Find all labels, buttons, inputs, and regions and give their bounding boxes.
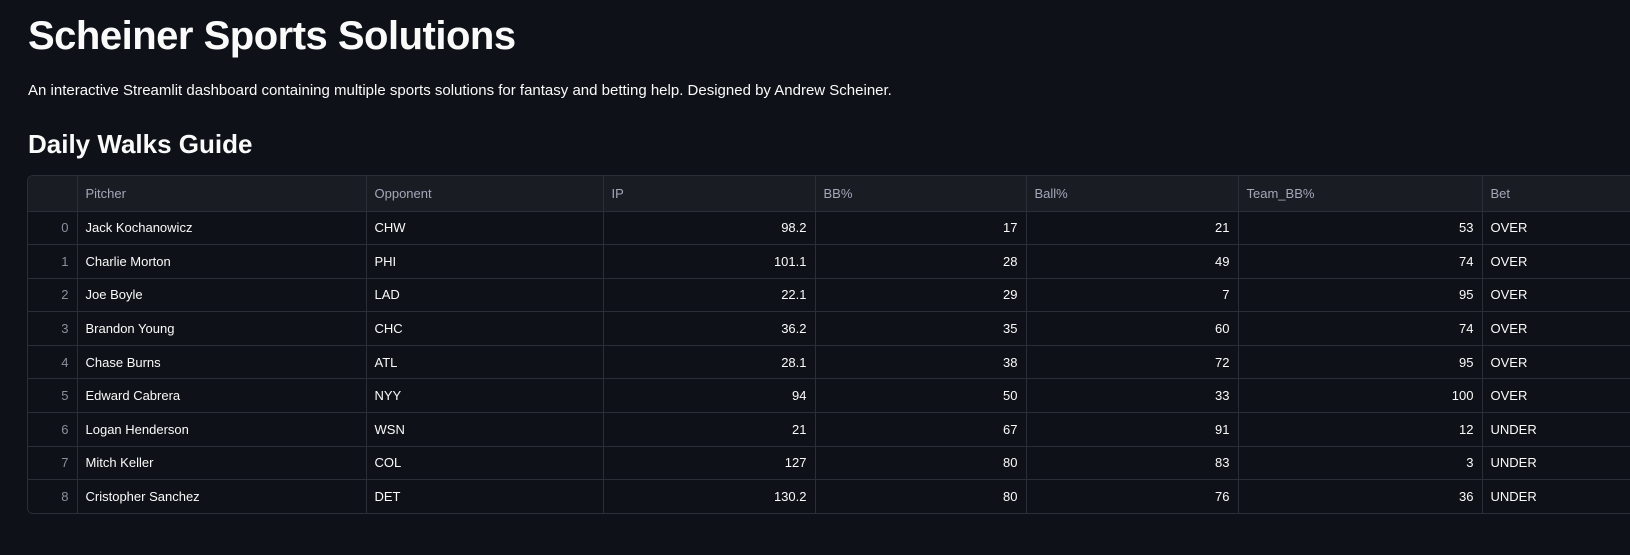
table-cell[interactable]: Joe Boyle <box>77 278 367 313</box>
table-cell[interactable]: 28.1 <box>603 345 816 380</box>
page-title: Scheiner Sports Solutions <box>28 14 516 58</box>
table-cell[interactable]: 36.2 <box>603 311 816 346</box>
table-cell[interactable]: 98.2 <box>603 211 816 246</box>
table-cell[interactable]: WSN <box>366 412 604 447</box>
walks-table: Pitcher Opponent IP BB% Ball% Team_BB% Bet 0 Ja… <box>28 176 1630 513</box>
table-cell[interactable]: 17 <box>815 211 1027 246</box>
table-cell[interactable]: 7 <box>1026 278 1239 313</box>
table-cell[interactable]: UNDER <box>1482 479 1630 513</box>
table-cell[interactable]: OVER <box>1482 244 1630 279</box>
row-index: 7 <box>28 446 78 481</box>
table-cell[interactable]: 95 <box>1238 345 1483 380</box>
table-cell[interactable]: Charlie Morton <box>77 244 367 279</box>
opponent-header[interactable]: Opponent <box>366 176 604 212</box>
row-index: 5 <box>28 378 78 414</box>
table-cell[interactable]: 29 <box>815 278 1027 313</box>
table-cell[interactable]: 67 <box>815 412 1027 447</box>
table-cell[interactable]: CHW <box>366 211 604 246</box>
bet-header[interactable]: Bet <box>1482 176 1630 212</box>
section-title: Daily Walks Guide <box>28 129 253 159</box>
pitcher-header[interactable]: Pitcher <box>77 176 367 212</box>
table-cell[interactable]: 3 <box>1238 446 1483 481</box>
table-cell[interactable]: 53 <box>1238 211 1483 246</box>
table-cell[interactable]: Mitch Keller <box>77 446 367 481</box>
table-cell[interactable]: OVER <box>1482 345 1630 380</box>
table-row[interactable]: 3 Brandon Young CHC 36.2 35 60 74 OVER <box>28 311 1630 346</box>
table-cell[interactable]: Edward Cabrera <box>77 378 367 414</box>
table-header-row: Pitcher Opponent IP BB% Ball% Team_BB% Bet <box>28 176 1630 212</box>
table-row[interactable]: 6 Logan Henderson WSN 21 67 91 12 UNDER <box>28 412 1630 447</box>
table-cell[interactable]: 28 <box>815 244 1027 279</box>
table-cell[interactable]: 101.1 <box>603 244 816 279</box>
ip-header[interactable]: IP <box>603 176 816 212</box>
table-cell[interactable]: 91 <box>1026 412 1239 447</box>
table-cell[interactable]: OVER <box>1482 211 1630 246</box>
row-index: 4 <box>28 345 78 380</box>
row-index: 6 <box>28 412 78 447</box>
table-row[interactable]: 5 Edward Cabrera NYY 94 50 33 100 OVER <box>28 378 1630 414</box>
table-cell[interactable]: 60 <box>1026 311 1239 346</box>
table-cell[interactable]: UNDER <box>1482 446 1630 481</box>
table-cell[interactable]: 80 <box>815 446 1027 481</box>
table-cell[interactable]: 74 <box>1238 244 1483 279</box>
table-body: 0 Jack Kochanowicz CHW 98.2 17 21 53 OVER 1 Charl… <box>28 211 1630 513</box>
table-cell[interactable]: Jack Kochanowicz <box>77 211 367 246</box>
table-cell[interactable]: 12 <box>1238 412 1483 447</box>
table-row[interactable]: 2 Joe Boyle LAD 22.1 29 7 95 OVER <box>28 278 1630 313</box>
table-cell[interactable]: 21 <box>1026 211 1239 246</box>
table-cell[interactable]: 50 <box>815 378 1027 414</box>
row-index: 1 <box>28 244 78 279</box>
table-cell[interactable]: NYY <box>366 378 604 414</box>
index-header[interactable] <box>28 176 78 212</box>
table-cell[interactable]: 21 <box>603 412 816 447</box>
table-cell[interactable]: 74 <box>1238 311 1483 346</box>
row-index: 0 <box>28 211 78 246</box>
table-cell[interactable]: 83 <box>1026 446 1239 481</box>
table-cell[interactable]: DET <box>366 479 604 513</box>
row-index: 3 <box>28 311 78 346</box>
table-row[interactable]: 8 Cristopher Sanchez DET 130.2 80 76 36 UNDER <box>28 479 1630 513</box>
ball-pct-header[interactable]: Ball% <box>1026 176 1239 212</box>
table-cell[interactable]: Cristopher Sanchez <box>77 479 367 513</box>
table-cell[interactable]: UNDER <box>1482 412 1630 447</box>
table-cell[interactable]: 80 <box>815 479 1027 513</box>
table-row[interactable]: 0 Jack Kochanowicz CHW 98.2 17 21 53 OVER <box>28 211 1630 246</box>
row-index: 2 <box>28 278 78 313</box>
table-cell[interactable]: OVER <box>1482 378 1630 414</box>
table-cell[interactable]: 36 <box>1238 479 1483 513</box>
table-cell[interactable]: 76 <box>1026 479 1239 513</box>
table-cell[interactable]: 38 <box>815 345 1027 380</box>
table-cell[interactable]: OVER <box>1482 278 1630 313</box>
table-cell[interactable]: 127 <box>603 446 816 481</box>
table-cell[interactable]: 130.2 <box>603 479 816 513</box>
table-cell[interactable]: 95 <box>1238 278 1483 313</box>
team-bb-pct-header[interactable]: Team_BB% <box>1238 176 1483 212</box>
bb-pct-header[interactable]: BB% <box>815 176 1027 212</box>
table-cell[interactable]: 35 <box>815 311 1027 346</box>
table-cell[interactable]: 49 <box>1026 244 1239 279</box>
table-cell[interactable]: PHI <box>366 244 604 279</box>
table-row[interactable]: 7 Mitch Keller COL 127 80 83 3 UNDER <box>28 446 1630 481</box>
table-cell[interactable]: 72 <box>1026 345 1239 380</box>
table-row[interactable]: 4 Chase Burns ATL 28.1 38 72 95 OVER <box>28 345 1630 380</box>
table-cell[interactable]: Logan Henderson <box>77 412 367 447</box>
table-cell[interactable]: CHC <box>366 311 604 346</box>
table-cell[interactable]: Chase Burns <box>77 345 367 380</box>
dataframe[interactable]: Pitcher Opponent IP BB% Ball% Team_BB% Bet 0 Ja… <box>27 175 1630 514</box>
row-index: 8 <box>28 479 78 513</box>
table-cell[interactable]: Brandon Young <box>77 311 367 346</box>
table-cell[interactable]: 100 <box>1238 378 1483 414</box>
table-cell[interactable]: 22.1 <box>603 278 816 313</box>
table-cell[interactable]: LAD <box>366 278 604 313</box>
table-cell[interactable]: 33 <box>1026 378 1239 414</box>
page-subtitle: An interactive Streamlit dashboard conta… <box>28 82 892 99</box>
table-row[interactable]: 1 Charlie Morton PHI 101.1 28 49 74 OVER <box>28 244 1630 279</box>
table-cell[interactable]: ATL <box>366 345 604 380</box>
table-cell[interactable]: 94 <box>603 378 816 414</box>
table-cell[interactable]: COL <box>366 446 604 481</box>
table-cell[interactable]: OVER <box>1482 311 1630 346</box>
